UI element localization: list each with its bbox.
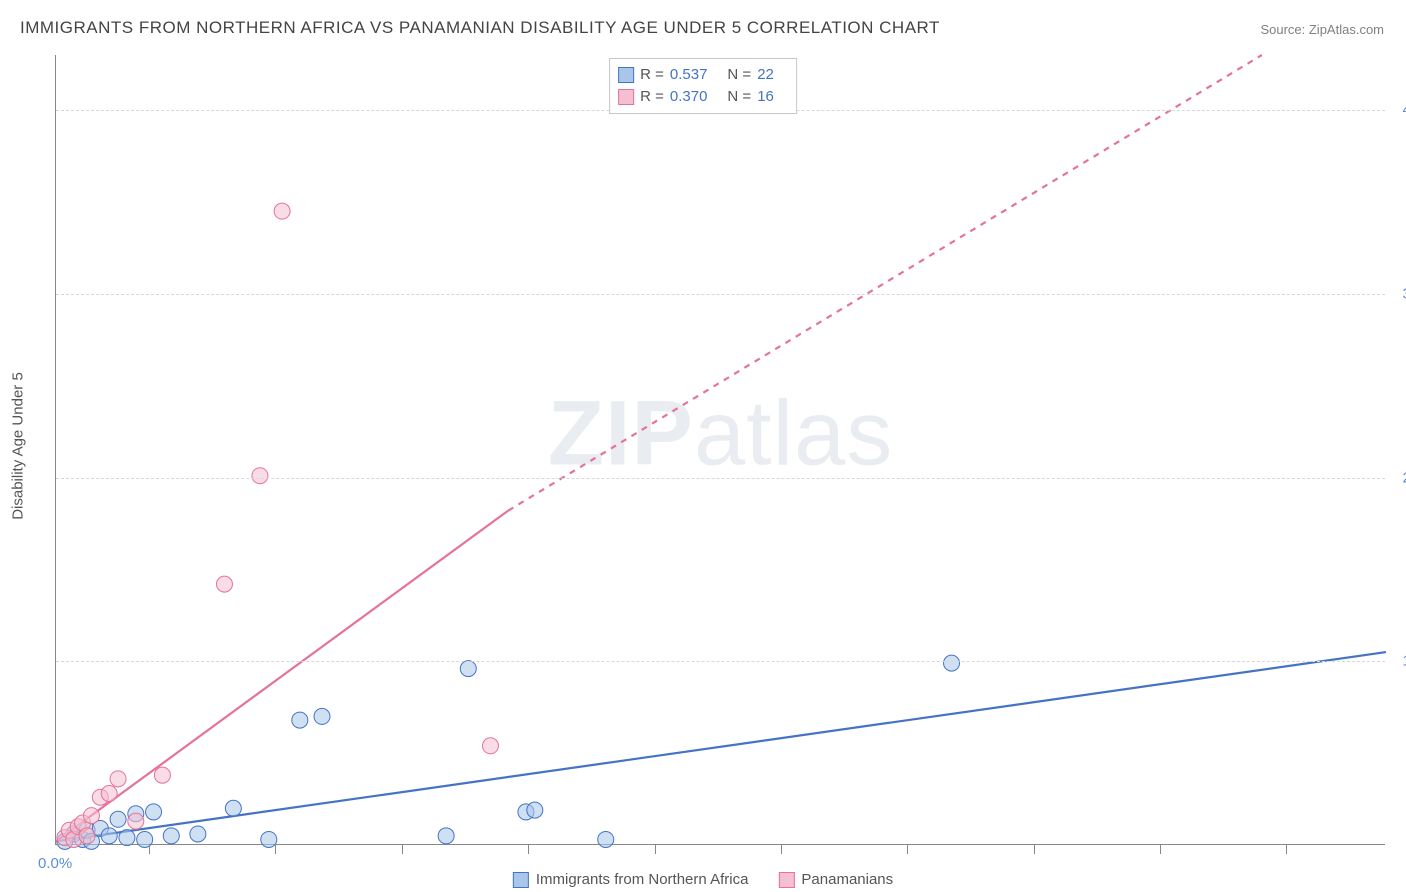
data-point: [79, 828, 95, 844]
data-point: [944, 655, 960, 671]
x-tick: [655, 844, 656, 854]
stat-r-value: 0.537: [670, 64, 708, 86]
data-point: [119, 830, 135, 846]
legend-item: Immigrants from Northern Africa: [513, 871, 749, 888]
data-point: [101, 828, 117, 844]
data-point: [83, 808, 99, 824]
plot-area: ZIPatlas 0.0% 15.0% 10.0%20.0%30.0%40.0%: [55, 55, 1385, 845]
plot-svg: [56, 55, 1385, 844]
legend-item: Panamanians: [778, 871, 893, 888]
data-point: [314, 708, 330, 724]
stat-r-label: R =: [640, 86, 664, 108]
x-tick: [1034, 844, 1035, 854]
data-point: [110, 811, 126, 827]
data-point: [292, 712, 308, 728]
legend-label: Panamanians: [801, 871, 893, 888]
data-point: [261, 831, 277, 847]
x-tick: [1160, 844, 1161, 854]
y-tick-label: 30.0%: [1402, 285, 1406, 302]
data-point: [527, 802, 543, 818]
regression-line: [56, 511, 508, 842]
y-tick-label: 40.0%: [1402, 102, 1406, 119]
stat-n-label: N =: [727, 86, 751, 108]
stat-n-value: 16: [757, 86, 774, 108]
x-tick: [907, 844, 908, 854]
data-point: [225, 800, 241, 816]
data-point: [128, 813, 144, 829]
stat-n-label: N =: [727, 64, 751, 86]
chart-title: IMMIGRANTS FROM NORTHERN AFRICA VS PANAM…: [20, 18, 940, 38]
gridline-h: [56, 478, 1385, 479]
x-tick: [1286, 844, 1287, 854]
stat-r-value: 0.370: [670, 86, 708, 108]
data-point: [482, 738, 498, 754]
data-point: [274, 203, 290, 219]
data-point: [146, 804, 162, 820]
regression-line: [56, 652, 1386, 841]
data-point: [101, 786, 117, 802]
y-axis-label: Disability Age Under 5: [10, 372, 27, 520]
data-point: [598, 831, 614, 847]
legend-swatch: [513, 872, 529, 888]
gridline-h: [56, 661, 1385, 662]
data-point: [252, 468, 268, 484]
data-point: [163, 828, 179, 844]
legend-swatch: [778, 872, 794, 888]
stat-n-value: 22: [757, 64, 774, 86]
y-tick-label: 10.0%: [1402, 653, 1406, 670]
regression-line: [508, 55, 1262, 511]
legend-label: Immigrants from Northern Africa: [536, 871, 749, 888]
stat-r-label: R =: [640, 64, 664, 86]
legend-swatch: [618, 89, 634, 105]
stats-row: R = 0.537 N = 22: [618, 64, 788, 86]
gridline-h: [56, 294, 1385, 295]
legend-swatch: [618, 67, 634, 83]
data-point: [154, 767, 170, 783]
x-tick: [275, 844, 276, 854]
stats-legend: R = 0.537 N = 22 R = 0.370 N = 16: [609, 58, 797, 114]
x-tick-min: 0.0%: [38, 855, 72, 872]
data-point: [190, 826, 206, 842]
y-tick-label: 20.0%: [1402, 469, 1406, 486]
x-tick: [149, 844, 150, 854]
x-tick: [781, 844, 782, 854]
data-point: [137, 831, 153, 847]
bottom-legend: Immigrants from Northern Africa Panamania…: [513, 871, 893, 888]
data-point: [216, 576, 232, 592]
stats-row: R = 0.370 N = 16: [618, 86, 788, 108]
x-tick: [402, 844, 403, 854]
data-point: [438, 828, 454, 844]
data-point: [460, 661, 476, 677]
x-tick: [528, 844, 529, 854]
source-label: Source: ZipAtlas.com: [1260, 22, 1384, 37]
data-point: [110, 771, 126, 787]
